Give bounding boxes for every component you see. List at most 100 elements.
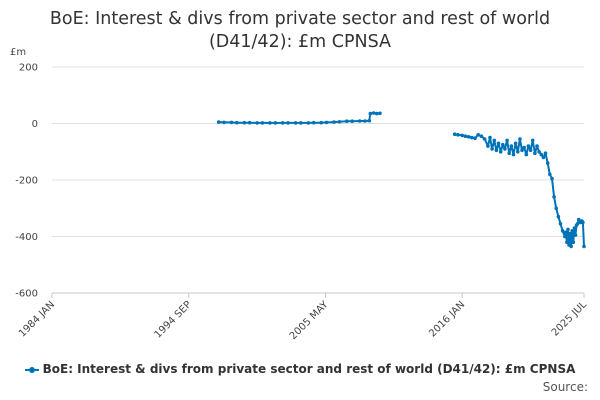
- data-point[interactable]: [533, 151, 537, 155]
- plot-area: [216, 111, 586, 249]
- data-point[interactable]: [543, 151, 548, 155]
- data-point[interactable]: [516, 150, 520, 154]
- data-point[interactable]: [524, 152, 529, 157]
- data-point[interactable]: [568, 231, 572, 236]
- data-point[interactable]: [564, 230, 568, 235]
- data-point[interactable]: [490, 147, 494, 151]
- data-point[interactable]: [363, 119, 367, 123]
- data-point[interactable]: [563, 234, 567, 239]
- data-point[interactable]: [306, 121, 311, 125]
- data-point[interactable]: [368, 111, 373, 116]
- data-point[interactable]: [229, 120, 234, 125]
- data-point[interactable]: [518, 137, 522, 141]
- data-point[interactable]: [571, 240, 576, 244]
- x-axis-ticks: 1984 JAN 1994 SEP 2005 MAY 2016 JAN 2025 JUL: [17, 293, 589, 342]
- data-point[interactable]: [494, 148, 499, 153]
- data-point[interactable]: [560, 229, 565, 233]
- data-point[interactable]: [350, 119, 355, 123]
- data-point[interactable]: [286, 121, 290, 125]
- data-point[interactable]: [492, 138, 497, 143]
- data-point[interactable]: [482, 137, 487, 141]
- data-point[interactable]: [505, 138, 509, 143]
- data-point[interactable]: [511, 152, 516, 157]
- data-point[interactable]: [255, 121, 259, 125]
- data-point[interactable]: [496, 141, 501, 146]
- data-point[interactable]: [513, 141, 518, 146]
- data-point[interactable]: [235, 120, 239, 125]
- data-point[interactable]: [528, 148, 533, 153]
- data-point[interactable]: [558, 222, 563, 226]
- data-point[interactable]: [452, 132, 457, 136]
- data-point[interactable]: [375, 111, 379, 116]
- data-point[interactable]: [541, 155, 546, 160]
- data-point[interactable]: [520, 148, 524, 153]
- data-point[interactable]: [293, 121, 298, 125]
- data-point[interactable]: [554, 206, 558, 211]
- data-point[interactable]: [299, 121, 303, 125]
- data-point[interactable]: [268, 121, 272, 125]
- data-point[interactable]: [319, 120, 324, 125]
- data-point[interactable]: [573, 233, 578, 237]
- data-point[interactable]: [569, 244, 573, 249]
- data-point[interactable]: [581, 220, 585, 225]
- data-point[interactable]: [545, 161, 550, 165]
- data-point[interactable]: [548, 172, 552, 177]
- y-tick-label: -400: [15, 232, 38, 243]
- data-point[interactable]: [552, 195, 556, 199]
- x-tick-label: 2016 JAN: [427, 299, 467, 339]
- data-point[interactable]: [463, 134, 468, 138]
- data-point[interactable]: [311, 120, 316, 125]
- data-point[interactable]: [466, 135, 471, 139]
- chart-title: BoE: Interest & divs from private sector…: [0, 8, 600, 54]
- data-point[interactable]: [273, 121, 278, 125]
- data-point[interactable]: [556, 214, 561, 219]
- source-label: Source:: [542, 380, 588, 394]
- legend[interactable]: BoE: Interest & divs from private sector…: [0, 362, 600, 376]
- x-tick-label: 2005 MAY: [288, 299, 331, 342]
- data-point[interactable]: [460, 133, 465, 138]
- data-point[interactable]: [522, 145, 526, 150]
- data-point[interactable]: [507, 151, 512, 155]
- data-point[interactable]: [324, 120, 329, 125]
- data-point[interactable]: [473, 136, 477, 140]
- data-point[interactable]: [371, 111, 376, 115]
- data-point[interactable]: [470, 135, 474, 140]
- data-point[interactable]: [260, 121, 265, 125]
- data-point[interactable]: [537, 150, 541, 154]
- data-point[interactable]: [479, 134, 484, 138]
- data-point[interactable]: [486, 144, 490, 148]
- data-point[interactable]: [378, 111, 382, 116]
- data-point[interactable]: [222, 120, 226, 125]
- data-point[interactable]: [345, 119, 349, 123]
- data-point[interactable]: [570, 229, 574, 233]
- data-point[interactable]: [539, 152, 544, 157]
- data-point[interactable]: [501, 142, 505, 147]
- data-point[interactable]: [550, 176, 554, 181]
- data-point[interactable]: [332, 120, 336, 124]
- legend-series-label: BoE: Interest & divs from private sector…: [42, 362, 576, 376]
- data-point[interactable]: [242, 120, 247, 125]
- data-point[interactable]: [216, 120, 221, 124]
- data-point[interactable]: [498, 150, 503, 154]
- data-point[interactable]: [566, 227, 570, 232]
- data-point[interactable]: [280, 121, 285, 125]
- data-point[interactable]: [575, 222, 580, 226]
- data-point[interactable]: [565, 240, 569, 244]
- data-point[interactable]: [476, 133, 481, 137]
- data-point[interactable]: [367, 118, 372, 123]
- data-point[interactable]: [337, 120, 342, 124]
- data-point[interactable]: [526, 144, 531, 148]
- data-point[interactable]: [503, 147, 507, 151]
- data-point[interactable]: [488, 135, 492, 140]
- y-tick-label: 0: [32, 119, 38, 130]
- data-point[interactable]: [530, 138, 535, 143]
- data-point[interactable]: [509, 144, 514, 148]
- data-point[interactable]: [572, 226, 577, 230]
- data-point[interactable]: [456, 133, 460, 137]
- data-point[interactable]: [582, 244, 586, 249]
- data-point[interactable]: [357, 119, 362, 123]
- data-point[interactable]: [247, 120, 252, 125]
- data-point[interactable]: [535, 144, 539, 148]
- x-tick-label: 1984 JAN: [17, 299, 57, 339]
